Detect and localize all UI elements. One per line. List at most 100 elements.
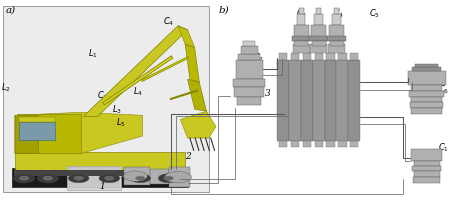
Bar (277, 60, 289, 141)
Bar (237, 97, 262, 105)
Bar (331, 38, 342, 44)
Bar (292, 44, 310, 53)
Bar (292, 36, 310, 41)
Bar (327, 141, 335, 147)
Text: $C_5$: $C_5$ (189, 124, 200, 136)
Bar (332, 14, 341, 25)
Bar (348, 60, 360, 141)
Text: $C_1$: $C_1$ (438, 141, 449, 153)
Bar (314, 14, 323, 25)
Bar (338, 141, 346, 147)
Circle shape (68, 174, 89, 183)
Bar (295, 38, 307, 44)
Bar (330, 41, 344, 46)
Bar (338, 53, 346, 60)
Bar (414, 161, 440, 166)
Bar (337, 60, 348, 141)
Bar (279, 141, 287, 147)
Bar (243, 41, 255, 46)
Text: $L_4$: $L_4$ (133, 85, 143, 98)
Circle shape (14, 174, 35, 183)
Bar (19, 122, 55, 140)
Circle shape (19, 176, 29, 180)
Text: $C_4$: $C_4$ (163, 15, 174, 28)
Bar (19, 117, 55, 122)
Circle shape (43, 176, 53, 180)
Text: $C_2$: $C_2$ (253, 52, 264, 64)
Bar (293, 25, 309, 38)
Bar (289, 60, 301, 141)
Bar (312, 41, 326, 46)
Bar (313, 38, 324, 44)
Text: $C_5$: $C_5$ (369, 7, 380, 20)
Bar (328, 36, 346, 41)
Bar (238, 54, 260, 60)
Text: $L_1$: $L_1$ (79, 172, 88, 184)
Circle shape (37, 174, 58, 183)
Circle shape (74, 176, 83, 180)
Bar (297, 14, 305, 25)
Circle shape (164, 176, 173, 180)
Bar (150, 169, 169, 184)
Bar (3, 6, 209, 192)
Text: $L_3$: $L_3$ (111, 104, 121, 116)
Circle shape (105, 176, 114, 180)
Circle shape (124, 171, 147, 181)
Bar (303, 141, 311, 147)
Bar (350, 53, 358, 60)
Bar (15, 152, 185, 170)
Bar (124, 167, 150, 185)
Text: $L_1$: $L_1$ (88, 47, 98, 60)
Bar (328, 44, 345, 53)
Bar (291, 53, 299, 60)
Bar (315, 53, 323, 60)
Circle shape (158, 174, 179, 183)
Bar (67, 166, 121, 190)
Circle shape (99, 174, 120, 183)
Bar (316, 8, 321, 14)
Text: $L_2$: $L_2$ (1, 81, 11, 94)
Text: $C_4$: $C_4$ (333, 7, 345, 20)
Bar (236, 60, 263, 79)
Bar (12, 168, 188, 187)
Bar (69, 167, 119, 188)
Bar (415, 64, 438, 67)
Circle shape (165, 171, 191, 183)
Bar (240, 46, 258, 54)
Text: a): a) (5, 5, 15, 14)
Bar (310, 36, 328, 41)
Bar (334, 8, 339, 14)
Text: 1: 1 (100, 182, 105, 191)
Bar (414, 171, 440, 177)
Polygon shape (185, 44, 200, 82)
Bar (409, 91, 445, 97)
Bar (311, 25, 327, 38)
Bar (310, 44, 327, 53)
Bar (350, 141, 358, 147)
Bar (412, 166, 441, 171)
Circle shape (136, 176, 145, 180)
Bar (17, 114, 81, 153)
Bar (327, 53, 335, 60)
Bar (411, 97, 442, 102)
Bar (313, 60, 325, 141)
Bar (15, 115, 38, 153)
Polygon shape (15, 112, 143, 153)
Bar (169, 167, 190, 187)
Polygon shape (181, 111, 216, 138)
Text: b): b) (219, 5, 229, 14)
Polygon shape (178, 26, 195, 47)
Bar (329, 25, 344, 38)
Bar (299, 8, 304, 14)
Bar (301, 60, 313, 141)
Bar (303, 53, 311, 60)
Text: 2: 2 (185, 152, 191, 161)
Text: $L_5$: $L_5$ (116, 116, 126, 129)
Bar (315, 141, 323, 147)
Bar (408, 71, 446, 85)
Bar (411, 149, 442, 161)
Bar (279, 53, 287, 60)
Text: $C_3$: $C_3$ (97, 90, 108, 102)
Text: $C_6$: $C_6$ (438, 83, 449, 96)
Text: 3: 3 (265, 89, 271, 98)
